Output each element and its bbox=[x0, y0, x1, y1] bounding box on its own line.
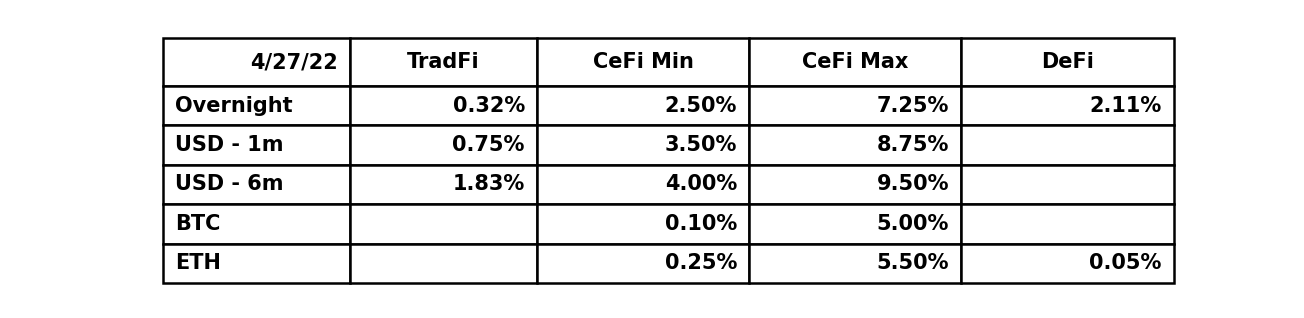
Text: 7.25%: 7.25% bbox=[876, 96, 949, 116]
Bar bbox=[961, 204, 1174, 244]
Text: ETH: ETH bbox=[175, 253, 220, 273]
Bar bbox=[163, 165, 349, 204]
Text: 9.50%: 9.50% bbox=[876, 175, 949, 195]
Bar bbox=[537, 165, 748, 204]
Bar bbox=[748, 244, 961, 283]
Bar bbox=[748, 165, 961, 204]
Text: BTC: BTC bbox=[175, 214, 220, 234]
Text: 5.00%: 5.00% bbox=[876, 214, 949, 234]
Bar bbox=[349, 165, 537, 204]
Bar bbox=[537, 86, 748, 125]
Text: Overnight: Overnight bbox=[175, 96, 293, 116]
Text: CeFi Max: CeFi Max bbox=[802, 52, 909, 72]
Text: CeFi Min: CeFi Min bbox=[592, 52, 694, 72]
Bar bbox=[349, 244, 537, 283]
Bar bbox=[961, 244, 1174, 283]
Bar bbox=[961, 38, 1174, 86]
Bar bbox=[163, 244, 349, 283]
Text: 0.75%: 0.75% bbox=[452, 135, 524, 155]
Text: 5.50%: 5.50% bbox=[876, 253, 949, 273]
Text: USD - 1m: USD - 1m bbox=[175, 135, 284, 155]
Bar bbox=[349, 38, 537, 86]
Bar bbox=[537, 125, 748, 165]
Bar bbox=[748, 38, 961, 86]
Bar bbox=[349, 204, 537, 244]
Bar bbox=[163, 86, 349, 125]
Text: 4/27/22: 4/27/22 bbox=[250, 52, 338, 72]
Bar bbox=[349, 125, 537, 165]
Bar bbox=[961, 86, 1174, 125]
Text: 2.11%: 2.11% bbox=[1089, 96, 1162, 116]
Text: 3.50%: 3.50% bbox=[665, 135, 737, 155]
Bar bbox=[537, 38, 748, 86]
Text: USD - 6m: USD - 6m bbox=[175, 175, 284, 195]
Bar bbox=[748, 125, 961, 165]
Bar bbox=[537, 244, 748, 283]
Bar bbox=[748, 86, 961, 125]
Text: 2.50%: 2.50% bbox=[665, 96, 737, 116]
Bar bbox=[163, 125, 349, 165]
Bar bbox=[163, 204, 349, 244]
Text: 0.25%: 0.25% bbox=[665, 253, 737, 273]
Bar bbox=[537, 204, 748, 244]
Text: 0.05%: 0.05% bbox=[1089, 253, 1162, 273]
Text: TradFi: TradFi bbox=[407, 52, 480, 72]
Bar bbox=[961, 125, 1174, 165]
Bar bbox=[349, 86, 537, 125]
Text: 0.10%: 0.10% bbox=[665, 214, 737, 234]
Bar bbox=[163, 38, 349, 86]
Text: 1.83%: 1.83% bbox=[452, 175, 524, 195]
Text: 0.32%: 0.32% bbox=[452, 96, 524, 116]
Bar bbox=[748, 204, 961, 244]
Bar bbox=[961, 165, 1174, 204]
Text: 4.00%: 4.00% bbox=[665, 175, 737, 195]
Text: DeFi: DeFi bbox=[1041, 52, 1094, 72]
Text: 8.75%: 8.75% bbox=[876, 135, 949, 155]
